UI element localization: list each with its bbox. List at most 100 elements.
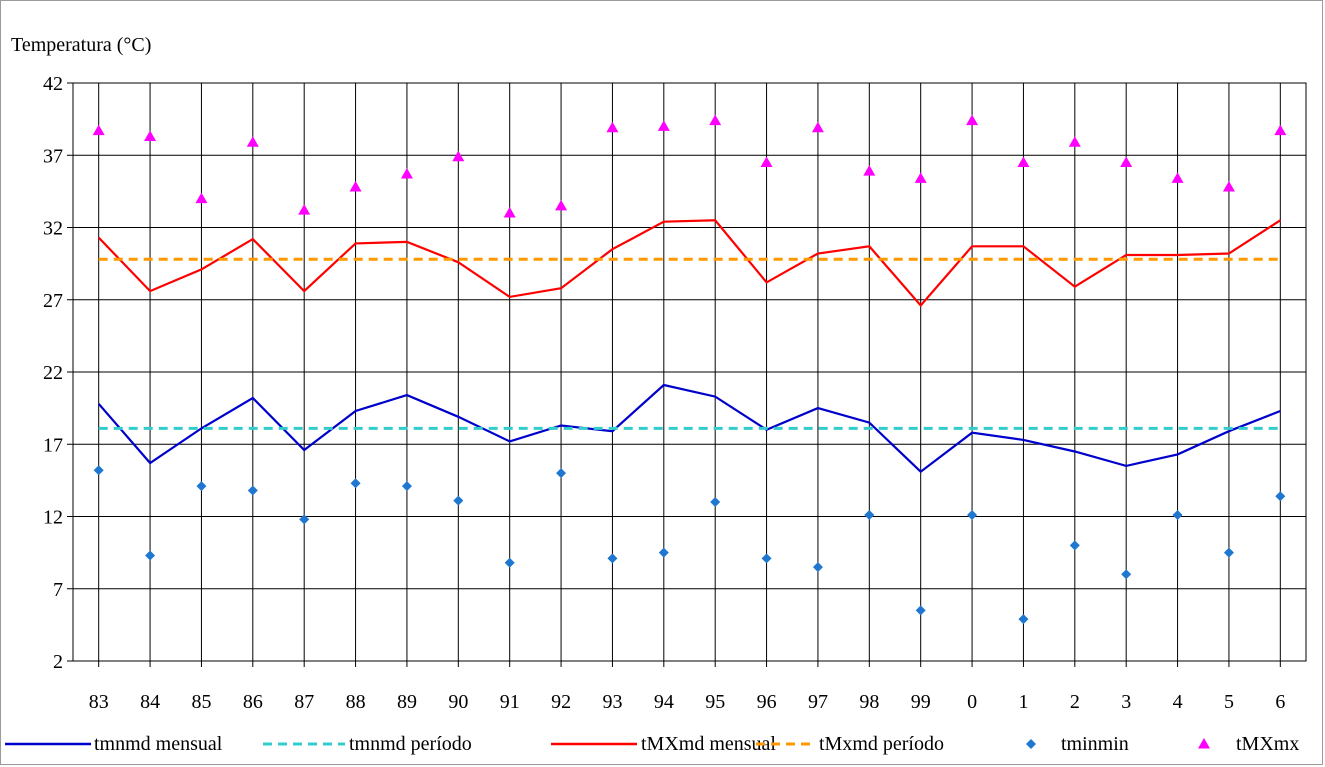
x-tick-label: 93 [602,691,622,713]
series-line [97,383,1281,474]
y-tick-label: 42 [43,73,63,95]
y-axis-label: Temperatura (°C) [11,34,151,56]
data-point-diamond [1121,569,1132,580]
data-point-triangle [1274,124,1287,136]
data-point-diamond [453,495,464,506]
x-tick-label: 95 [705,691,725,713]
x-tick-label: 85 [191,691,211,713]
legend-label: tMXmd mensual [641,733,776,755]
data-point-triangle [811,121,824,133]
y-tick-label: 12 [43,507,63,529]
x-tick-label: 4 [1173,691,1183,713]
grid-layer [72,82,1307,662]
series-layer [92,114,1287,625]
x-tick-label: 89 [397,691,417,713]
data-point-diamond [299,514,310,525]
data-point-triangle [914,172,927,183]
data-point-diamond [350,478,361,489]
data-point-diamond [915,605,926,616]
x-tick-label: 83 [89,691,109,713]
data-point-diamond [864,510,875,521]
legend-label: tminmin [1061,733,1129,755]
legend-label: tMXmx [1236,733,1299,755]
legend-swatch-triangle [1198,738,1210,749]
y-tick-label: 17 [43,434,63,456]
data-point-diamond [812,562,823,573]
data-point-diamond [401,481,412,492]
data-point-diamond [710,497,721,508]
y-tick-label: 37 [43,145,63,167]
legend-label: tMxmd período [819,733,944,755]
legend-item: tMxmd período [756,733,944,755]
x-tick-label: 94 [654,691,674,713]
data-point-diamond [504,557,515,568]
legend-item: tMXmd mensual [551,733,776,755]
data-point-triangle [298,204,311,215]
data-point-diamond [967,510,978,521]
data-point-triangle [452,150,465,162]
x-tick-label: 87 [294,691,314,713]
y-tick-label: 32 [43,218,63,240]
data-point-triangle [1120,156,1133,167]
x-tick-label: 97 [808,691,828,713]
legend-item: tmnmd mensual [5,733,223,755]
x-tick-label: 91 [500,691,520,713]
data-point-triangle [195,192,208,204]
data-point-diamond [556,468,567,479]
data-point-diamond [658,547,669,558]
data-point-triangle [144,130,157,141]
series-tmnmd-mensual [97,383,1281,474]
data-point-triangle [92,124,105,136]
x-tick-label: 84 [140,691,160,713]
x-tick-label: 90 [448,691,468,713]
data-point-diamond [1275,491,1286,502]
x-tick-label: 98 [859,691,879,713]
data-point-diamond [1018,614,1029,625]
legend-item: tMXmx [1198,733,1299,755]
x-tick-label: 3 [1121,691,1131,713]
data-point-triangle [657,120,670,131]
x-tick-label: 96 [757,691,777,713]
data-point-diamond [607,553,618,564]
legend-item: tmnmd período [263,733,472,755]
series-tminmin [93,465,1286,625]
y-tick-label: 7 [53,579,63,601]
data-point-triangle [1017,156,1030,167]
data-point-triangle [966,114,979,126]
data-point-diamond [196,481,207,492]
x-tick-label: 88 [346,691,366,713]
data-point-triangle [1222,181,1235,192]
data-point-triangle [1068,136,1081,147]
x-tick-label: 92 [551,691,571,713]
data-point-triangle [606,121,619,133]
legend-label: tmnmd período [349,733,472,755]
data-point-triangle [246,136,259,147]
legend-item: tminmin [1026,733,1129,755]
data-point-diamond [761,553,772,564]
y-tick-label: 22 [43,362,63,384]
legend-label: tmnmd mensual [94,733,223,755]
x-tick-label: 5 [1224,691,1234,713]
series-tmxmd-mensual [97,219,1281,308]
x-tick-label: 86 [243,691,263,713]
x-tick-label: 99 [911,691,931,713]
data-point-diamond [1223,547,1234,558]
data-point-diamond [93,465,104,476]
series-line [97,219,1281,308]
data-point-triangle [555,199,568,211]
legend: tmnmd mensual tmnmd período tMXmd mensual t… [5,733,1299,755]
data-point-diamond [1172,510,1183,521]
y-tick-label: 2 [53,651,63,673]
data-point-diamond [247,485,258,496]
data-point-diamond [145,550,156,561]
data-point-triangle [760,156,773,167]
y-tick-label: 27 [43,290,63,312]
data-point-triangle [1171,172,1184,183]
series-tmxmx [92,114,1287,218]
x-tick-label: 6 [1275,691,1285,713]
data-point-triangle [400,168,413,179]
data-point-triangle [503,207,516,218]
